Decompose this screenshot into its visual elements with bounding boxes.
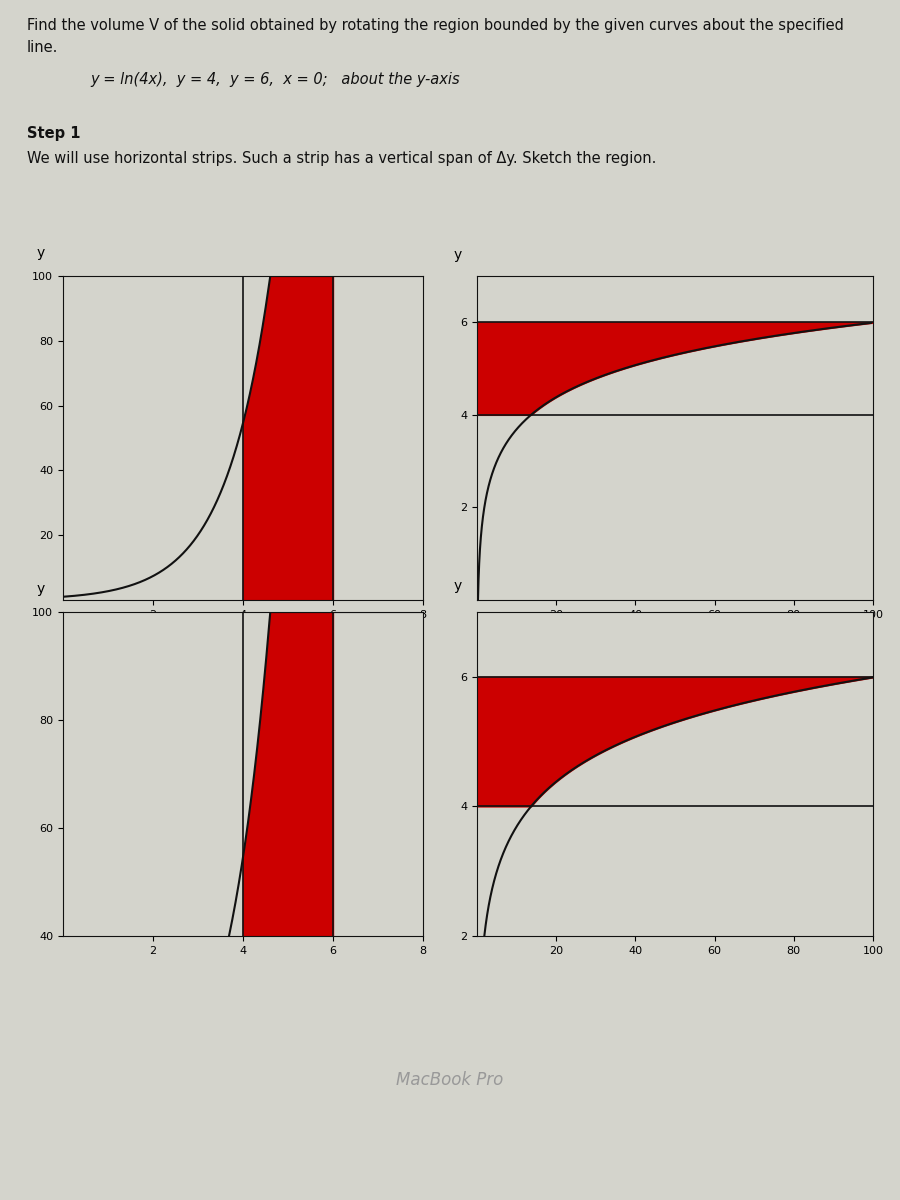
X-axis label: x: x [239, 625, 247, 638]
Text: y: y [36, 246, 45, 259]
Text: Find the volume V of the solid obtained by rotating the region bounded by the gi: Find the volume V of the solid obtained … [27, 18, 844, 32]
Text: y: y [453, 248, 462, 262]
Text: MacBook Pro: MacBook Pro [396, 1070, 504, 1090]
Text: y = ln(4x),  y = 4,  y = 6,  x = 0;   about the y-axis: y = ln(4x), y = 4, y = 6, x = 0; about t… [90, 72, 460, 86]
Text: y: y [453, 578, 462, 593]
Text: line.: line. [27, 40, 58, 55]
Text: Step 1: Step 1 [27, 126, 80, 140]
Text: y: y [36, 582, 45, 595]
Text: We will use horizontal strips. Such a strip has a vertical span of Δy. Sketch th: We will use horizontal strips. Such a st… [27, 151, 656, 166]
